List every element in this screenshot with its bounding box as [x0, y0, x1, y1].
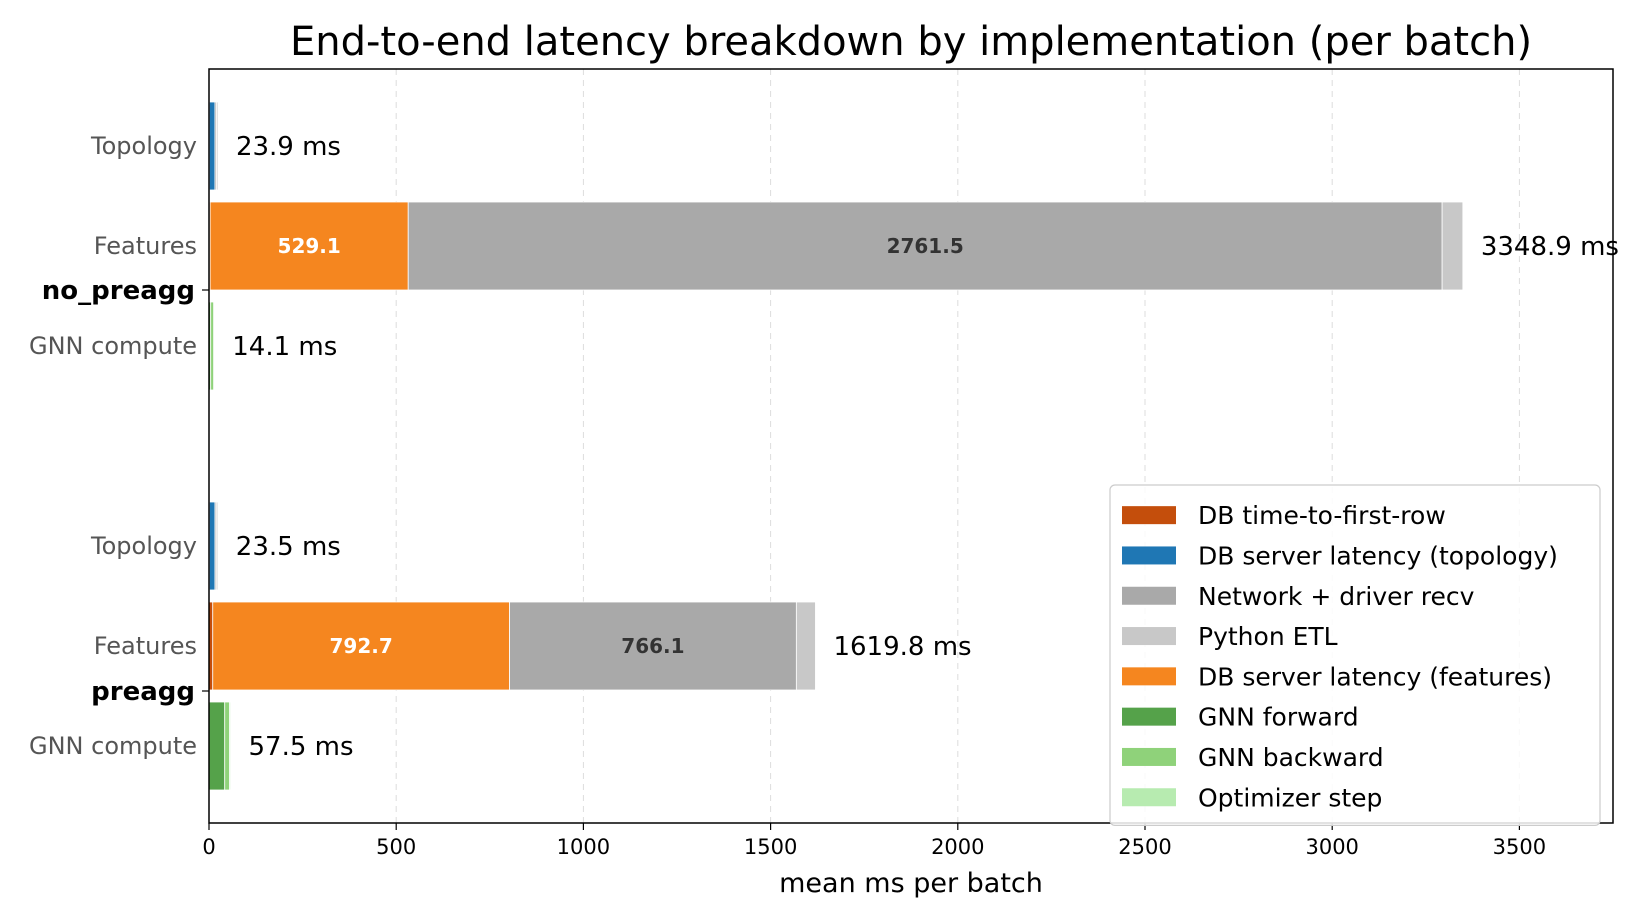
stage-label: Features [94, 632, 197, 660]
bar-segment [229, 701, 231, 791]
legend-entry: DB time-to-first-row [1198, 501, 1446, 530]
x-tick-label: 0 [202, 835, 215, 859]
bars: 23.9 ms 529.1 2761.5 3348.9 ms 14.1 ms 23.5 m… [208, 101, 1619, 791]
x-tick-label: 2500 [1118, 835, 1171, 859]
legend-swatch [1122, 707, 1176, 726]
stage-label: Topology [90, 132, 197, 160]
legend-entry: Network + driver recv [1198, 582, 1475, 611]
stage-label: Topology [90, 532, 197, 560]
x-tick-label: 2000 [931, 835, 984, 859]
bar-segment [210, 301, 215, 391]
legend-swatch [1122, 506, 1176, 525]
stage-label: GNN compute [29, 332, 197, 360]
legend-swatch [1122, 747, 1176, 766]
bar-total-label: 23.9 ms [236, 132, 341, 162]
x-tick-label: 1500 [744, 835, 797, 859]
bar-total-label: 23.5 ms [236, 532, 341, 562]
x-tick-label: 1000 [557, 835, 610, 859]
bar-segment [1441, 201, 1464, 291]
bar-total-label: 14.1 ms [232, 332, 337, 362]
bar-segment [215, 501, 219, 591]
legend-entry: DB server latency (features) [1198, 662, 1552, 691]
group-label-no_preagg: no_preagg [42, 276, 195, 306]
bar-total-label: 57.5 ms [249, 732, 354, 762]
x-axis-label: mean ms per batch [779, 868, 1043, 899]
legend-swatch [1122, 586, 1176, 605]
legend-entry: Python ETL [1198, 622, 1338, 651]
legend-swatch [1122, 627, 1176, 646]
bar-total-label: 3348.9 ms [1481, 232, 1619, 262]
legend-entry: GNN backward [1198, 743, 1384, 772]
legend-box [1109, 484, 1601, 826]
bar-segment [208, 501, 216, 591]
legend-entry: GNN forward [1198, 703, 1359, 732]
legend-entry: Optimizer step [1198, 783, 1382, 812]
legend-swatch [1122, 546, 1176, 565]
legend-entry: DB server latency (topology) [1198, 541, 1558, 570]
bar-segment [224, 701, 230, 791]
stage-label: Features [94, 232, 197, 260]
stage-label: GNN compute [29, 732, 197, 760]
bar-segment [407, 201, 1443, 291]
bar-total-label: 1619.8 ms [833, 632, 971, 662]
group-label-preagg: preagg [91, 677, 195, 707]
x-tick-label: 3500 [1493, 835, 1546, 859]
x-tick-label: 3000 [1305, 835, 1358, 859]
bar-segment [212, 601, 510, 691]
chart-title: End-to-end latency breakdown by implemen… [290, 19, 1532, 65]
segment-value-label: 529.1 [278, 234, 341, 258]
bar-segment [795, 601, 816, 691]
legend-swatch [1122, 788, 1176, 807]
axes: 0 500 1000 1500 2000 2500 3000 3500 no_preagg Top… [29, 132, 1546, 859]
legend: DB time-to-first-row DB server latency (t… [1109, 484, 1601, 826]
bar-segment [216, 101, 219, 191]
grid-lines [208, 69, 1520, 823]
legend-swatch [1122, 667, 1176, 686]
x-tick-label: 500 [376, 835, 416, 859]
bar-segment [208, 101, 216, 191]
bar-segment [213, 301, 215, 391]
segment-value-label: 2761.5 [887, 234, 964, 258]
plot-frame [208, 68, 1614, 824]
segment-value-label: 766.1 [621, 634, 684, 658]
bar-segment [208, 701, 226, 791]
segment-value-label: 792.7 [330, 634, 393, 658]
